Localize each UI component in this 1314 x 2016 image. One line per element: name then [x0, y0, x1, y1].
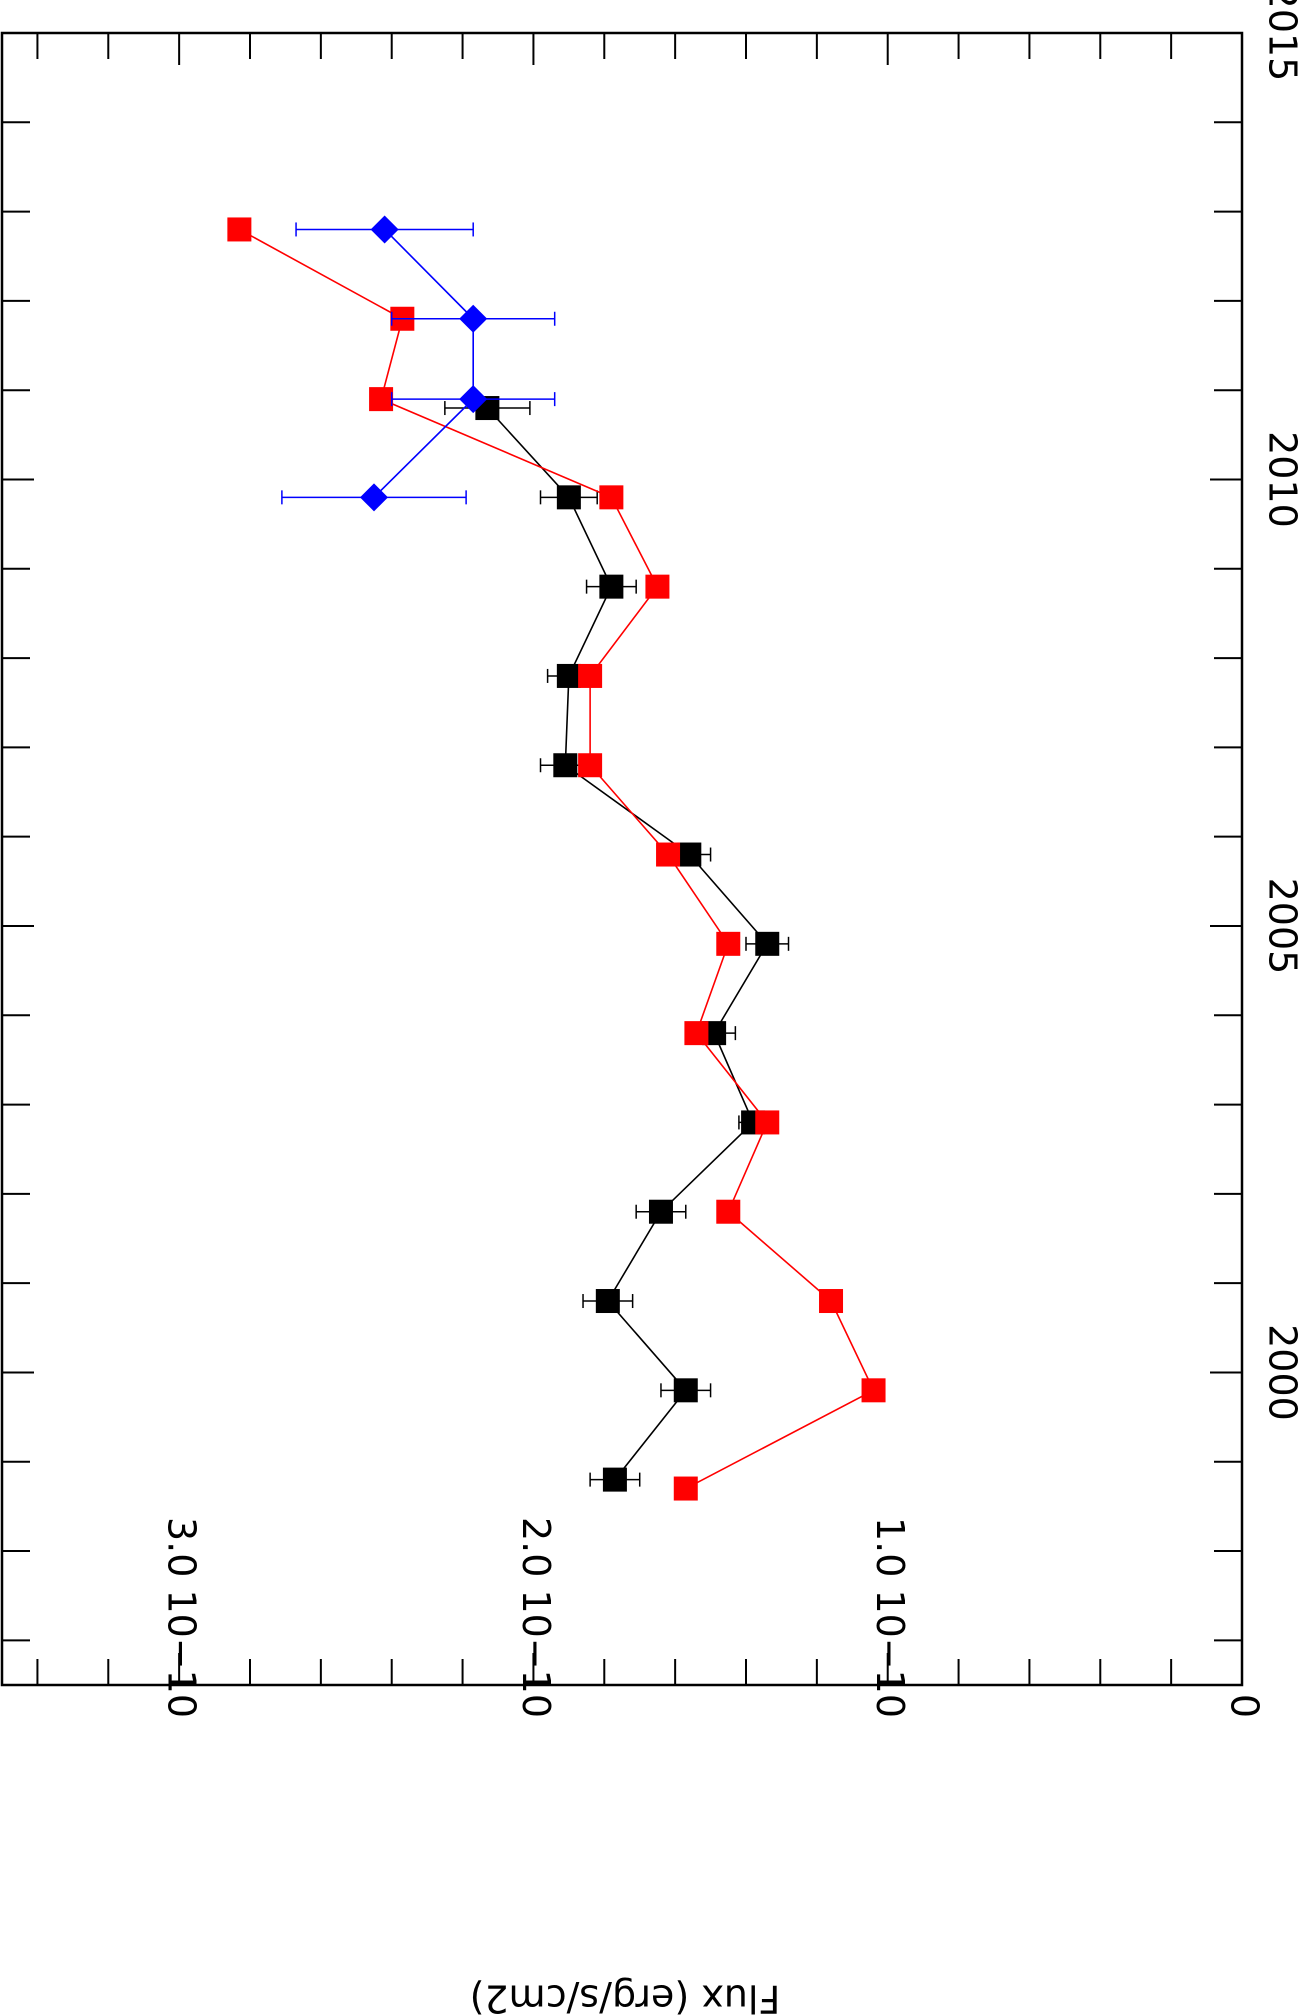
axis-ticks: [2, 33, 1242, 1685]
series-2: [281, 215, 556, 512]
data-point: [599, 574, 624, 599]
series-0: [444, 396, 790, 1492]
year-tick-label: 2015: [1261, 0, 1305, 81]
series-1: [227, 217, 886, 1501]
data-point: [684, 1021, 709, 1046]
flux-tick-label: 1.0 10−10: [868, 1517, 912, 1718]
plot-frame: [0, 31, 1244, 1687]
data-point: [556, 663, 581, 688]
flux-tick-label-group: 2.0 10−10: [514, 1517, 558, 1718]
flux-tick-label: 3.0 10−10: [160, 1517, 204, 1718]
year-tick-label-group: 2015: [1261, 0, 1305, 81]
data-point: [673, 1476, 698, 1501]
data-point: [673, 1378, 698, 1403]
data-point: [716, 931, 741, 956]
data-point: [716, 1199, 741, 1224]
data-point: [553, 753, 578, 778]
data-point: [677, 842, 702, 867]
data-point: [459, 385, 488, 414]
data-point: [360, 483, 388, 512]
data-point: [578, 663, 603, 688]
data-point: [578, 753, 603, 778]
data-point: [755, 931, 780, 956]
data-point: [369, 387, 394, 412]
data-point: [648, 1199, 673, 1224]
data-series: [227, 215, 886, 1501]
year-tick-label: 2005: [1261, 878, 1305, 975]
y-axis-label: Flux (erg/s/cm2): [470, 1977, 781, 2016]
data-point: [645, 574, 670, 599]
year-tick-label-group: 2000: [1261, 1324, 1305, 1421]
flux-tick-label: 2.0 10−10: [514, 1517, 558, 1718]
data-point: [755, 1110, 780, 1135]
series-line: [238, 228, 875, 1490]
flux-tick-label: 0: [1223, 1694, 1267, 1718]
data-point: [227, 217, 252, 242]
flux-tick-label-group: 1.0 10−10: [868, 1517, 912, 1718]
axis-tick-labels: 2000 2005 2010 2015 0 1.0 10−10 2.0 10−10 3.0 1…: [160, 0, 1305, 1718]
data-point: [599, 485, 624, 510]
year-tick-label-group: 2010: [1261, 431, 1305, 528]
year-tick-label-group: 2005: [1261, 878, 1305, 975]
data-point: [602, 1467, 627, 1492]
data-point: [656, 842, 681, 867]
year-tick-label: 2000: [1261, 1324, 1305, 1421]
data-point: [556, 485, 581, 510]
flux-tick-label-group: 0: [1223, 1694, 1267, 1718]
data-point: [459, 304, 488, 333]
data-point: [819, 1289, 844, 1314]
data-point: [861, 1378, 886, 1403]
year-tick-label: 2010: [1261, 431, 1305, 528]
series-line: [373, 228, 475, 498]
data-point: [595, 1289, 620, 1314]
flux-tick-label-group: 3.0 10−10: [160, 1517, 204, 1718]
data-point: [370, 215, 399, 244]
